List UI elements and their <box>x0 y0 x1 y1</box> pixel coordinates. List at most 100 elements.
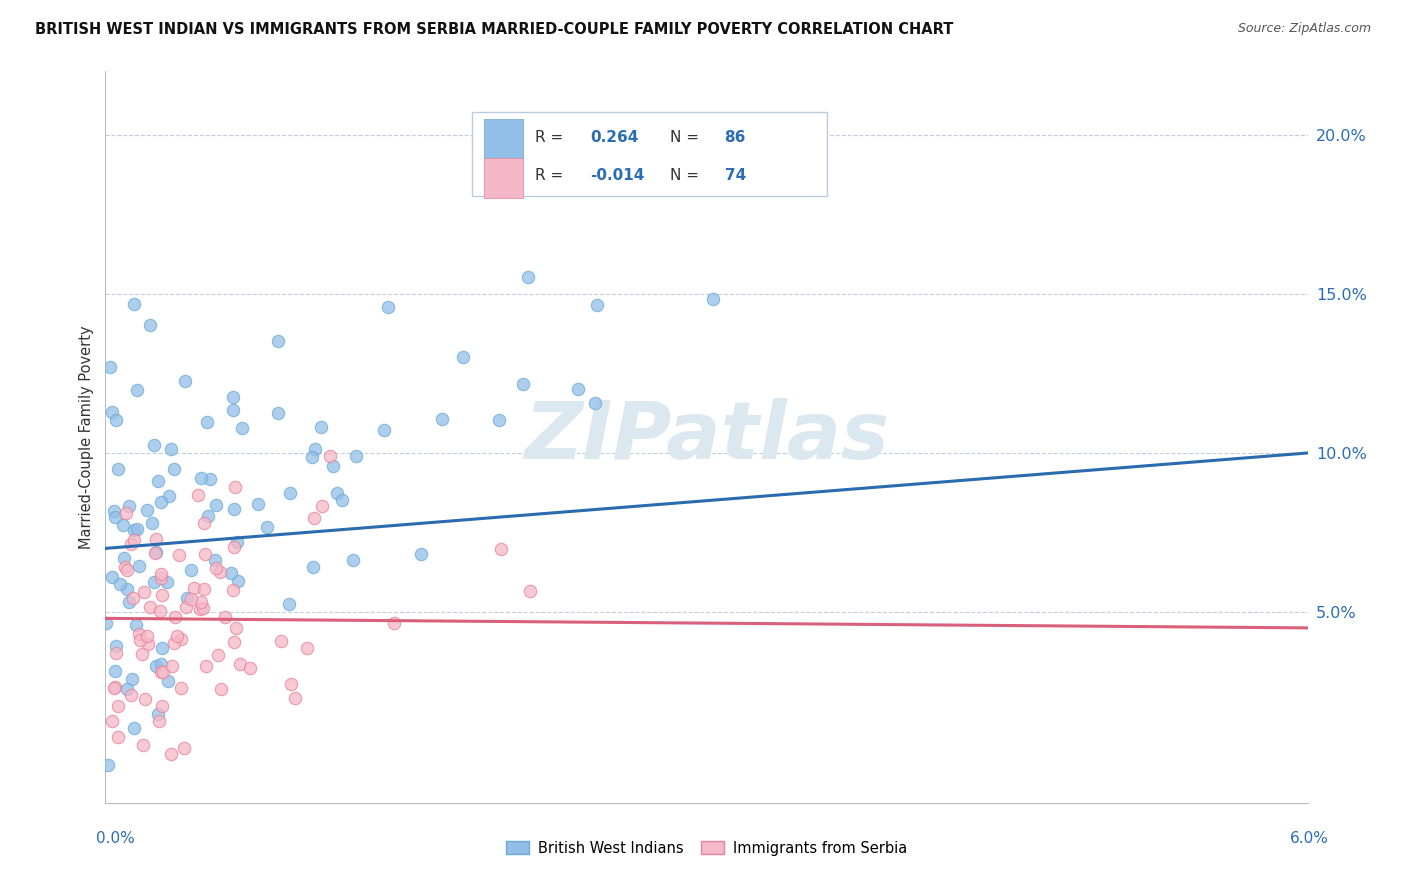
Point <box>384 616 406 631</box>
Point <box>488 413 510 427</box>
Point <box>174 599 197 614</box>
Point <box>344 449 367 463</box>
Point <box>267 334 290 349</box>
Point <box>104 681 127 695</box>
Text: N =: N = <box>671 169 704 184</box>
Text: 0.264: 0.264 <box>591 129 638 145</box>
Point <box>322 458 344 473</box>
Point <box>145 532 167 546</box>
Point <box>373 423 395 437</box>
Point <box>170 632 193 647</box>
Point <box>183 581 205 595</box>
Point <box>148 604 170 618</box>
Point <box>120 688 142 702</box>
Point <box>100 714 122 728</box>
Point <box>136 638 159 652</box>
Point <box>160 658 183 673</box>
Legend: British West Indians, Immigrants from Serbia: British West Indians, Immigrants from Se… <box>501 835 912 862</box>
Point <box>141 516 163 531</box>
Point <box>150 588 173 602</box>
Point <box>295 640 318 655</box>
Point <box>136 502 159 516</box>
Point <box>194 547 217 561</box>
Point <box>96 615 118 630</box>
Point <box>146 474 169 488</box>
Point <box>266 406 288 420</box>
Point <box>145 659 167 673</box>
Point <box>139 318 162 332</box>
Point <box>125 522 148 536</box>
Point <box>231 421 253 435</box>
Point <box>104 665 127 679</box>
Point <box>583 395 606 409</box>
Point <box>195 659 218 673</box>
Point <box>125 618 148 632</box>
Point <box>221 566 243 581</box>
Point <box>277 598 299 612</box>
Point <box>304 442 326 457</box>
Point <box>115 582 138 597</box>
Point <box>122 722 145 736</box>
Point <box>207 648 229 663</box>
Text: -0.014: -0.014 <box>591 169 644 184</box>
Point <box>108 576 131 591</box>
Point <box>176 591 198 605</box>
Point <box>193 601 215 615</box>
Point <box>107 461 129 475</box>
Point <box>120 537 142 551</box>
Point <box>163 462 186 476</box>
Point <box>122 523 145 537</box>
Point <box>152 698 174 713</box>
Point <box>152 665 174 680</box>
Point <box>519 584 541 599</box>
Point <box>104 510 127 524</box>
Point <box>148 714 170 728</box>
Point <box>150 566 173 581</box>
Point <box>132 584 155 599</box>
Point <box>173 374 195 388</box>
Point <box>131 647 153 661</box>
Point <box>118 595 141 609</box>
Point <box>121 672 143 686</box>
Point <box>195 415 218 429</box>
Point <box>301 450 323 465</box>
Point <box>205 561 228 575</box>
Point <box>190 595 212 609</box>
Point <box>114 560 136 574</box>
Point <box>377 300 399 314</box>
Point <box>118 499 141 513</box>
Point <box>173 741 195 756</box>
FancyBboxPatch shape <box>472 112 827 195</box>
Point <box>326 486 349 500</box>
Point <box>160 747 183 761</box>
Point <box>585 298 607 312</box>
Point <box>209 682 232 697</box>
Point <box>170 681 193 696</box>
Point <box>156 574 179 589</box>
Text: R =: R = <box>534 129 568 145</box>
Point <box>193 516 215 530</box>
Point <box>122 297 145 311</box>
Text: 86: 86 <box>724 129 747 145</box>
Point <box>149 657 172 671</box>
Text: 6.0%: 6.0% <box>1289 831 1329 846</box>
Point <box>302 559 325 574</box>
Point <box>165 610 187 624</box>
Point <box>222 540 245 554</box>
Point <box>111 518 134 533</box>
Point <box>150 640 173 655</box>
Point <box>239 661 262 675</box>
Point <box>567 383 589 397</box>
Point <box>112 550 135 565</box>
Point <box>225 534 247 549</box>
Point <box>205 499 228 513</box>
Point <box>222 390 245 404</box>
Point <box>284 690 307 705</box>
Point <box>149 494 172 508</box>
Point <box>145 545 167 559</box>
Y-axis label: Married-Couple Family Poverty: Married-Couple Family Poverty <box>79 326 94 549</box>
Point <box>451 350 474 364</box>
Point <box>342 553 364 567</box>
Point <box>162 636 184 650</box>
Text: ZIPatlas: ZIPatlas <box>524 398 889 476</box>
